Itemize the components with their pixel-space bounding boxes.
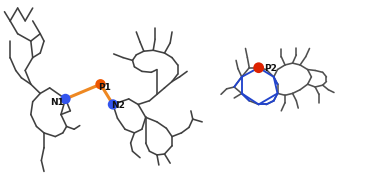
Point (62, 97, 68, 100)
Text: N1: N1 (50, 98, 64, 107)
Text: N2: N2 (111, 101, 125, 110)
Point (98, 83, 104, 86)
Point (110, 103, 116, 106)
Point (256, 66, 262, 69)
Text: P2: P2 (264, 64, 277, 73)
Text: P1: P1 (99, 83, 112, 92)
